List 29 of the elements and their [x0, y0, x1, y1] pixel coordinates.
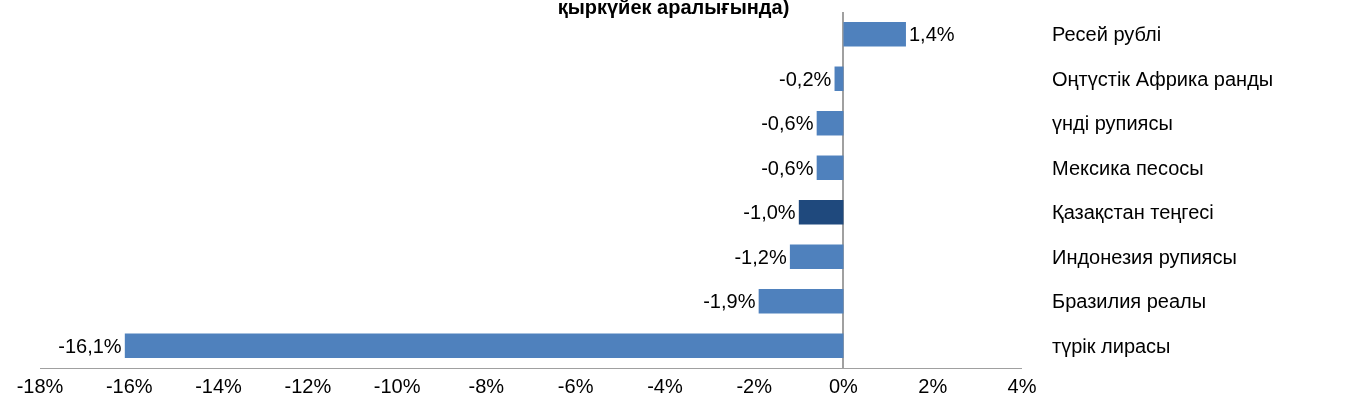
data-label: -0,2%	[779, 67, 832, 90]
y-tick-label: Бразилия реалы	[1052, 290, 1207, 313]
x-tick-label: -6%	[557, 375, 594, 397]
x-tick-label: -12%	[284, 375, 332, 397]
x-tick-label: -2%	[736, 375, 773, 397]
x-tick-label: -8%	[468, 375, 505, 397]
x-tick-label: 0%	[829, 375, 859, 397]
chart-title: қыркүйек аралығында)	[557, 0, 790, 19]
data-label: 1,4%	[908, 23, 955, 46]
y-tick-label: Қазақстан теңгесі	[1052, 201, 1214, 224]
data-label: -1,0%	[743, 201, 796, 224]
data-label: -1,2%	[734, 245, 787, 268]
x-tick-label: -10%	[373, 375, 421, 397]
y-tick-label: Индонезия рупиясы	[1052, 245, 1237, 268]
y-tick-label: Оңтүстік Африка ранды	[1052, 67, 1274, 90]
x-tick-label: -18%	[16, 375, 64, 397]
y-tick-label: Ресей рублі	[1052, 23, 1162, 46]
data-label: -0,6%	[761, 112, 814, 135]
x-tick-label: -16%	[105, 375, 153, 397]
data-label: -1,9%	[703, 290, 756, 313]
data-label: -0,6%	[761, 156, 814, 179]
data-label: -16,1%	[58, 334, 122, 357]
y-tick-label: үнді рупиясы	[1052, 112, 1173, 135]
y-tick-label: Мексика песосы	[1052, 156, 1204, 179]
x-tick-label: 4%	[1007, 375, 1037, 397]
x-tick-label: -14%	[195, 375, 243, 397]
x-tick-label: 2%	[918, 375, 948, 397]
x-tick-label: -4%	[647, 375, 683, 397]
y-tick-label: түрік лирасы	[1052, 334, 1171, 357]
